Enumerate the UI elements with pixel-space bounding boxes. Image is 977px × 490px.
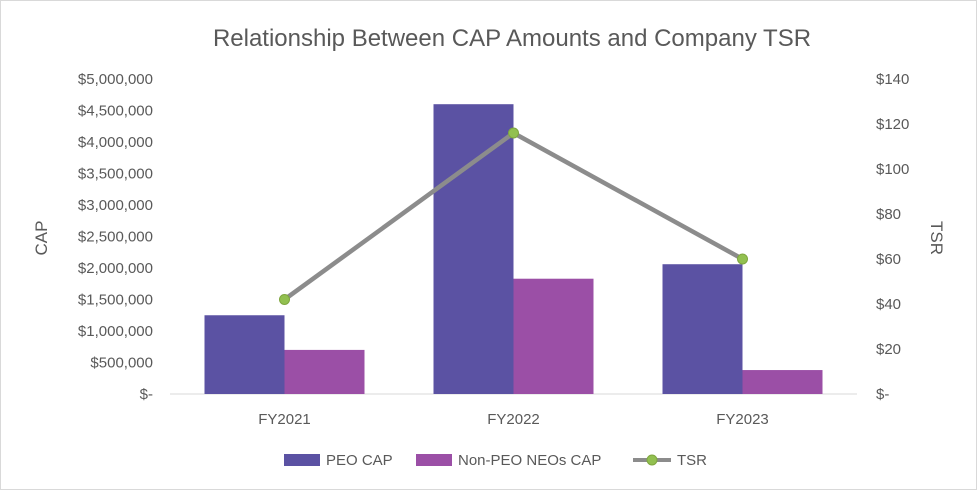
tsr-point-fy2021 [279,294,290,305]
tsr-line-group [279,127,748,305]
legend-label: TSR [677,452,707,469]
bar-non-peo-neos-cap-fy2023 [742,370,823,394]
left-axis-ticks: $- $500,000 $1,000,000 $1,500,000 $2,000,000… [78,71,153,403]
y-tick-label: $2,000,000 [78,260,153,277]
y2-tick-label: $60 [876,251,901,268]
y-axis-title: CAP [32,221,51,256]
right-axis-ticks: $- $20 $40 $60 $80 $100 $120 $140 [876,71,909,403]
bar-non-peo-neos-cap-fy2021 [284,349,365,394]
y-tick-label: $3,000,000 [78,197,153,214]
y-tick-label: $- [140,386,153,403]
y-tick-label: $4,000,000 [78,134,153,151]
legend-label: Non-PEO NEOs CAP [458,452,601,469]
x-tick-label: FY2021 [258,411,311,428]
legend-swatch-peo-cap [284,454,320,466]
y-tick-label: $3,500,000 [78,166,153,183]
tsr-point-fy2023 [737,253,748,265]
y-tick-label: $2,500,000 [78,229,153,246]
tsr-point-fy2022 [508,127,519,139]
y-tick-label: $1,000,000 [78,323,153,340]
y2-tick-label: $- [876,386,889,403]
legend-label: PEO CAP [326,452,393,469]
legend-swatch-non-peo-neos-cap [416,454,452,466]
x-tick-label: FY2022 [487,411,540,428]
y2-tick-label: $20 [876,341,901,358]
legend-swatch-tsr-marker [646,454,658,466]
x-tick-label: FY2023 [716,411,769,428]
bars-group [204,104,823,394]
y-tick-label: $4,500,000 [78,103,153,120]
y2-tick-label: $140 [876,71,909,88]
y2-axis-title: TSR [927,221,946,255]
bar-peo-cap-fy2023 [662,264,743,394]
y-tick-label: $1,500,000 [78,292,153,309]
y2-tick-label: $100 [876,161,909,178]
legend: PEO CAP Non-PEO NEOs CAP TSR [284,452,707,469]
y2-tick-label: $80 [876,206,901,223]
y-tick-label: $5,000,000 [78,71,153,88]
bar-non-peo-neos-cap-fy2022 [513,278,594,394]
chart-title: Relationship Between CAP Amounts and Com… [213,25,811,52]
bar-peo-cap-fy2022 [433,104,514,394]
bar-peo-cap-fy2021 [204,315,285,394]
y2-tick-label: $40 [876,296,901,313]
y2-tick-label: $120 [876,116,909,133]
x-axis-ticks: FY2021 FY2022 FY2023 [258,411,769,428]
y-tick-label: $500,000 [90,355,153,372]
